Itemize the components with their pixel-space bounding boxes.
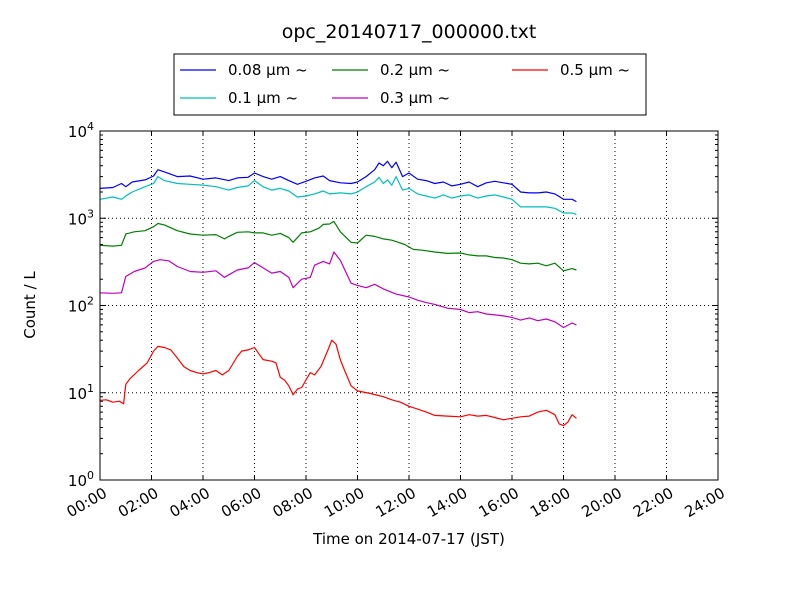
x-tick-label: 14:00 [424, 484, 470, 521]
x-tick-label: 10:00 [321, 484, 367, 521]
x-tick-label: 04:00 [167, 484, 213, 521]
legend-box [173, 53, 647, 116]
series-line-4 [99, 339, 577, 427]
x-tick-label: 02:00 [115, 484, 161, 521]
x-tick-label: 24:00 [682, 484, 728, 521]
plot-frame [99, 130, 719, 481]
legend-label-2: 0.2 μm ~ [380, 61, 450, 79]
y-tick-label: 104 [68, 120, 94, 141]
x-tick-label: 18:00 [527, 484, 573, 521]
x-axis-label: Time on 2014-07-17 (JST) [312, 530, 505, 548]
x-tick-label: 06:00 [218, 484, 264, 521]
x-tick-label: 16:00 [476, 484, 522, 521]
y-tick-label: 102 [68, 295, 94, 316]
series-line-0 [99, 160, 577, 203]
y-axis-label: Count / L [21, 271, 39, 339]
plot-area: 00:00 02:00 04:00 06:00 08:00 10:00 12:00 14:00… [64, 120, 728, 521]
y-tick-label: 103 [68, 207, 94, 228]
legend: 0.08 μm ~ 0.1 μm ~ 0.2 μm ~ 0.3 μm ~ 0.5 μm … [173, 53, 647, 116]
y-tick-label: 101 [68, 382, 94, 403]
x-tick-label: 22:00 [630, 484, 676, 521]
x-tick-label: 08:00 [270, 484, 316, 521]
legend-label-3: 0.3 μm ~ [380, 89, 450, 107]
legend-label-0: 0.08 μm ~ [228, 61, 308, 79]
legend-label-1: 0.1 μm ~ [228, 89, 298, 107]
series-line-1 [99, 176, 577, 216]
legend-label-4: 0.5 μm ~ [560, 61, 630, 79]
series-line-3 [99, 251, 577, 329]
series-line-2 [99, 220, 577, 272]
x-tick-label: 12:00 [373, 484, 419, 521]
y-tick-label: 100 [68, 469, 94, 490]
x-tick-label: 20:00 [579, 484, 625, 521]
chart-title: opc_20140717_000000.txt [282, 21, 537, 43]
